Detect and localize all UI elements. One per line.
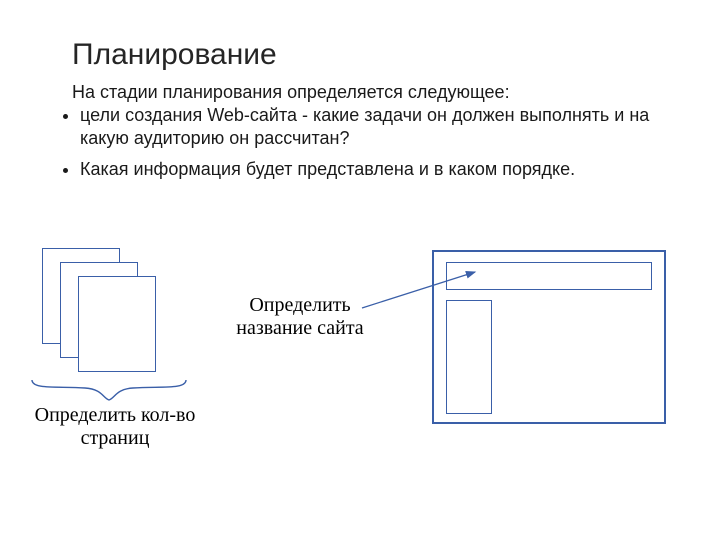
layout-header-region	[446, 262, 652, 290]
page-rect	[78, 276, 156, 372]
bullet-list: цели создания Web-сайта - какие задачи о…	[52, 104, 680, 189]
bullet-item: Какая информация будет представлена и в …	[80, 158, 680, 181]
page-rect	[60, 262, 138, 358]
bullet-item: цели создания Web-сайта - какие задачи о…	[80, 104, 680, 150]
arrow-icon	[0, 0, 720, 540]
page-rect	[42, 248, 120, 344]
layout-sidebar-region	[446, 300, 492, 414]
diagram-area: Определить кол-во страниц Определить наз…	[0, 0, 720, 540]
intro-line: На стадии планирования определяется след…	[72, 82, 510, 103]
pages-caption: Определить кол-во страниц	[20, 404, 210, 450]
slide-title: Планирование	[72, 38, 277, 72]
layout-wireframe	[432, 250, 666, 424]
site-name-caption: Определить название сайта	[230, 294, 370, 340]
pages-stack	[42, 248, 182, 388]
brace-icon	[30, 378, 188, 402]
slide: Планирование На стадии планирования опре…	[0, 0, 720, 540]
